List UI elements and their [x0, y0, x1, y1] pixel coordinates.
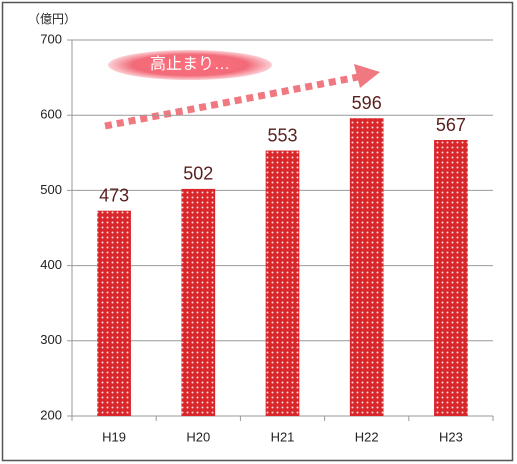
value-label: 596 — [352, 93, 382, 113]
arrow-head — [354, 64, 380, 88]
y-tick-label: 300 — [40, 332, 62, 347]
x-tick-label: H20 — [186, 429, 210, 444]
value-label: 473 — [99, 185, 129, 205]
x-tick-label: H19 — [102, 429, 126, 444]
annotation-bubble — [108, 50, 272, 80]
y-tick-label: 500 — [40, 182, 62, 197]
x-tick-label: H21 — [271, 429, 295, 444]
x-tick-label: H22 — [355, 429, 379, 444]
bar — [97, 210, 131, 416]
value-label: 502 — [183, 164, 213, 184]
y-tick-label: 600 — [40, 107, 62, 122]
y-tick-label: 200 — [40, 407, 62, 422]
y-tick-label: 400 — [40, 257, 62, 272]
value-label: 553 — [267, 125, 297, 145]
value-label: 567 — [436, 115, 466, 135]
annotation: 高止まり… — [150, 55, 230, 73]
bar — [349, 118, 384, 416]
trend-arrow — [104, 73, 359, 130]
x-tick-label: H23 — [439, 429, 463, 444]
y-tick-label: 700 — [40, 31, 62, 46]
bar — [434, 140, 468, 417]
bar — [181, 188, 216, 416]
bar — [265, 150, 300, 416]
unit-label: （億円） — [28, 12, 76, 26]
